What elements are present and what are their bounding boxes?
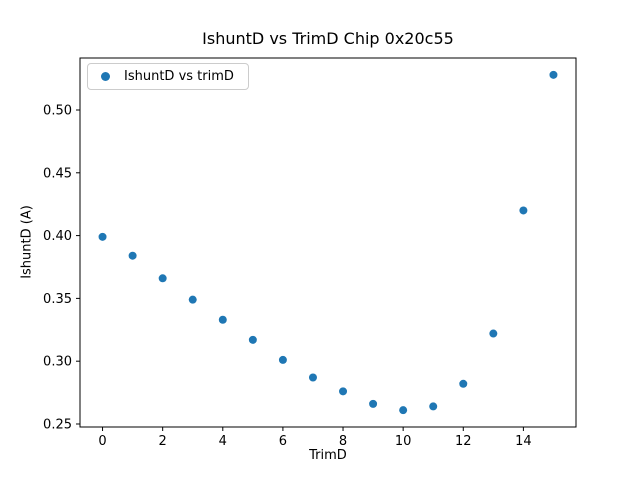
svg-text:0.45: 0.45 xyxy=(43,166,72,181)
svg-text:0.25: 0.25 xyxy=(43,417,72,432)
svg-text:0: 0 xyxy=(98,434,106,449)
svg-text:0.30: 0.30 xyxy=(43,355,72,370)
legend-label: IshuntD vs trimD xyxy=(124,69,234,84)
legend-marker-icon xyxy=(101,72,110,81)
svg-text:2: 2 xyxy=(159,434,167,449)
svg-text:8: 8 xyxy=(339,434,347,449)
chart-title: IshuntD vs TrimD Chip 0x20c55 xyxy=(202,29,454,48)
svg-text:10: 10 xyxy=(395,434,412,449)
x-axis-label: TrimD xyxy=(309,448,347,463)
y-axis-label: IshuntD (A) xyxy=(19,205,35,279)
svg-text:0.50: 0.50 xyxy=(43,103,72,118)
svg-text:0.40: 0.40 xyxy=(43,229,72,244)
svg-text:4: 4 xyxy=(219,434,227,449)
legend: IshuntD vs trimD xyxy=(87,63,249,90)
svg-text:12: 12 xyxy=(455,434,472,449)
svg-text:14: 14 xyxy=(515,434,532,449)
svg-text:0.35: 0.35 xyxy=(43,292,72,307)
svg-text:6: 6 xyxy=(279,434,287,449)
